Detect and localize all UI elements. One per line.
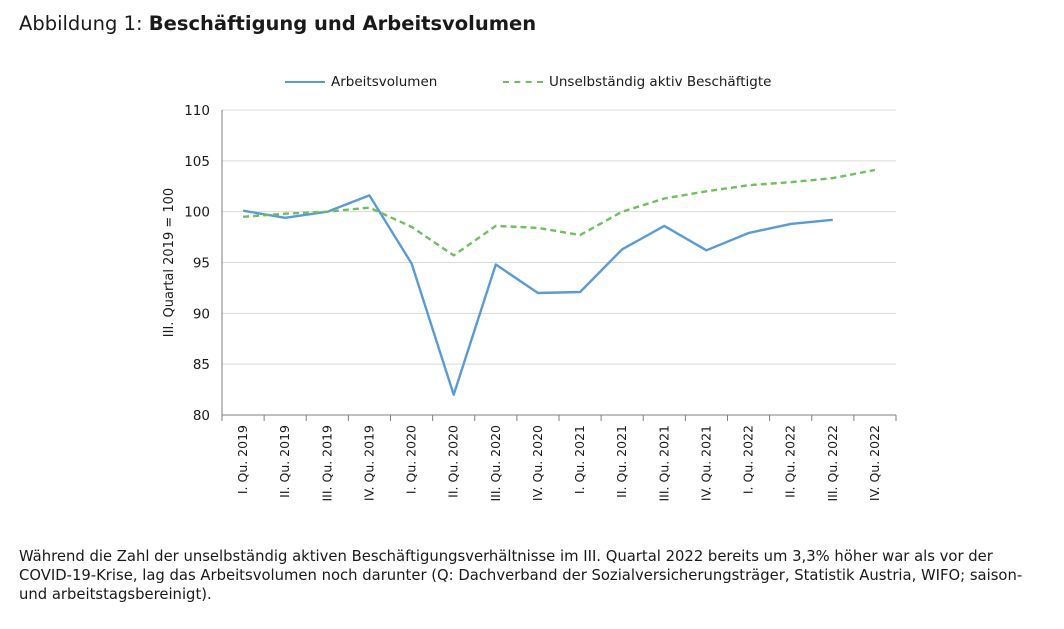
chart-legend: Arbeitsvolumen Unselbständig aktiv Besch…	[0, 74, 1064, 98]
series-line-0	[242, 194, 833, 396]
figure-title: Abbildung 1: Beschäftigung und Arbeitsvo…	[19, 12, 536, 35]
legend-item-beschaeftigte: Unselbständig aktiv Beschäftigte	[503, 74, 771, 90]
x-tick-label: IV. Qu. 2019	[361, 425, 376, 501]
x-tick-label: III. Qu. 2022	[825, 425, 840, 502]
legend-label-arbeitsvolumen: Arbeitsvolumen	[331, 74, 438, 90]
x-tick-label: IV. Qu. 2020	[530, 425, 545, 501]
x-tick-label: III. Qu. 2021	[656, 425, 671, 502]
x-tick-label: I. Qu. 2019	[235, 425, 250, 494]
x-tick-label: III. Qu. 2019	[319, 425, 334, 502]
y-axis-label: III. Quartal 2019 = 100	[162, 188, 177, 337]
series-line-1	[243, 168, 876, 257]
x-tick-label: II. Qu. 2019	[277, 425, 292, 498]
y-tick-label: 110	[184, 103, 210, 119]
x-tick-label: III. Qu. 2020	[488, 425, 503, 502]
y-tick-label: 95	[193, 256, 210, 272]
y-tick-label: 85	[193, 357, 210, 373]
x-tick-label: II. Qu. 2021	[614, 425, 629, 498]
x-tick-label: I. Qu. 2020	[404, 425, 419, 494]
x-tick-label: IV. Qu. 2022	[867, 425, 882, 501]
y-tick-label: 100	[184, 205, 210, 221]
figure-title-bold: Beschäftigung und Arbeitsvolumen	[148, 12, 537, 35]
line-chart: 80 85 90 95 100 105 110 I. Qu. 2019 II. Qu. 2019…	[162, 103, 897, 502]
y-tick-label: 90	[193, 306, 210, 322]
y-tick-label: 105	[184, 154, 210, 170]
x-tick-label: II. Qu. 2022	[783, 425, 798, 498]
y-tick-label: 80	[193, 408, 210, 424]
x-tick-label: IV. Qu. 2021	[698, 425, 713, 501]
legend-swatch-arbeitsvolumen	[285, 81, 325, 83]
figure-title-prefix: Abbildung 1:	[19, 12, 149, 35]
x-tick-label: I. Qu. 2022	[741, 425, 756, 494]
figure-caption: Während die Zahl der unselbständig aktiv…	[19, 548, 1023, 603]
legend-label-beschaeftigte: Unselbständig aktiv Beschäftigte	[549, 74, 772, 90]
x-tick-label: I. Qu. 2021	[572, 425, 587, 494]
legend-item-arbeitsvolumen: Arbeitsvolumen	[285, 74, 437, 90]
x-tick-label: II. Qu. 2020	[446, 425, 461, 498]
legend-swatch-beschaeftigte	[503, 81, 543, 83]
